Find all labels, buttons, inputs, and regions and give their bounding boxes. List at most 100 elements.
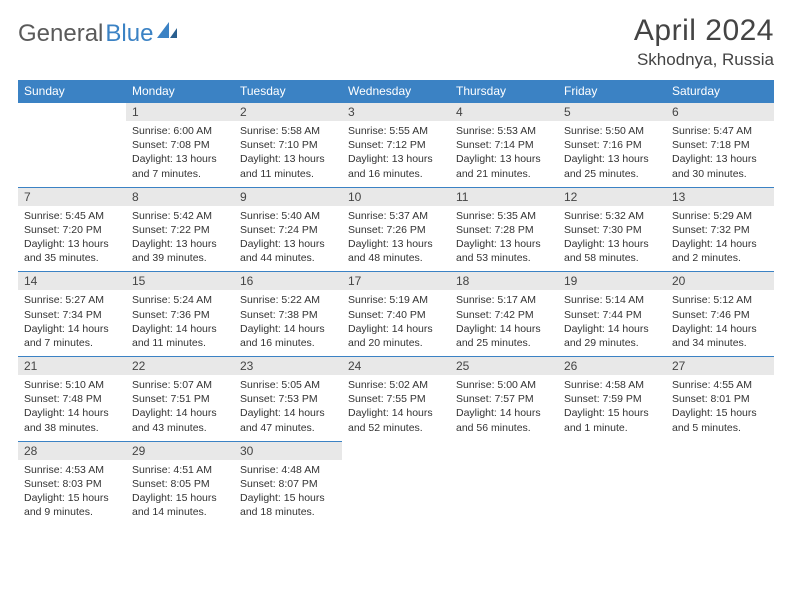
daylight-text-1: Daylight: 13 hours (240, 237, 336, 251)
daylight-text-2: and 25 minutes. (456, 336, 552, 350)
day-number: 7 (18, 188, 126, 206)
daylight-text-2: and 20 minutes. (348, 336, 444, 350)
sunrise-text: Sunrise: 5:53 AM (456, 124, 552, 138)
sunset-text: Sunset: 7:20 PM (24, 223, 120, 237)
logo-part1: General (18, 20, 103, 48)
daylight-text-2: and 43 minutes. (132, 421, 228, 435)
sunset-text: Sunset: 8:07 PM (240, 477, 336, 491)
title-block: April 2024 Skhodnya, Russia (634, 14, 774, 70)
day-number: 21 (18, 357, 126, 375)
day-cell: 11 Sunrise: 5:35 AMSunset: 7:28 PMDayligh… (450, 187, 558, 272)
day-cell: 27Sunrise: 4:55 AMSunset: 8:01 PMDayligh… (666, 357, 774, 442)
sunset-text: Sunset: 7:28 PM (456, 223, 552, 237)
sunrise-text: Sunrise: 5:12 AM (672, 293, 768, 307)
daylight-text-1: Daylight: 14 hours (456, 322, 552, 336)
day-info: Sunrise: 4:51 AMSunset: 8:05 PMDaylight:… (126, 460, 234, 526)
day-cell: 21Sunrise: 5:10 AMSunset: 7:48 PMDayligh… (18, 357, 126, 442)
daylight-text-2: and 29 minutes. (564, 336, 660, 350)
daylight-text-1: Daylight: 13 hours (456, 237, 552, 251)
day-number: 27 (666, 357, 774, 375)
empty-daynum (450, 441, 558, 463)
daylight-text-2: and 39 minutes. (132, 251, 228, 265)
day-header-row: SundayMondayTuesdayWednesdayThursdayFrid… (18, 80, 774, 103)
daylight-text-1: Daylight: 13 hours (24, 237, 120, 251)
sunrise-text: Sunrise: 5:55 AM (348, 124, 444, 138)
day-number: 6 (666, 103, 774, 121)
week-row: 28Sunrise: 4:53 AMSunset: 8:03 PMDayligh… (18, 441, 774, 525)
week-row: 1Sunrise: 6:00 AMSunset: 7:08 PMDaylight… (18, 103, 774, 188)
empty-info (450, 463, 558, 521)
empty-daynum (666, 441, 774, 463)
daylight-text-2: and 7 minutes. (24, 336, 120, 350)
sunset-text: Sunset: 7:12 PM (348, 138, 444, 152)
day-cell: 15Sunrise: 5:24 AMSunset: 7:36 PMDayligh… (126, 272, 234, 357)
day-cell: 4Sunrise: 5:53 AMSunset: 7:14 PMDaylight… (450, 103, 558, 188)
sunset-text: Sunset: 7:36 PM (132, 308, 228, 322)
daylight-text-1: Daylight: 14 hours (24, 322, 120, 336)
daylight-text-1: Daylight: 15 hours (672, 406, 768, 420)
day-number: 15 (126, 272, 234, 290)
day-cell: 28Sunrise: 4:53 AMSunset: 8:03 PMDayligh… (18, 441, 126, 525)
day-info: Sunrise: 5:40 AMSunset: 7:24 PMDaylight:… (234, 206, 342, 272)
daylight-text-2: and 16 minutes. (240, 336, 336, 350)
day-header-friday: Friday (558, 80, 666, 103)
day-number: 20 (666, 272, 774, 290)
daylight-text-1: Daylight: 13 hours (132, 152, 228, 166)
empty-cell (558, 441, 666, 525)
sunrise-text: Sunrise: 5:02 AM (348, 378, 444, 392)
daylight-text-2: and 18 minutes. (240, 505, 336, 519)
day-info: Sunrise: 5:45 AMSunset: 7:20 PMDaylight:… (18, 206, 126, 272)
daylight-text-2: and 9 minutes. (24, 505, 120, 519)
week-row: 14Sunrise: 5:27 AMSunset: 7:34 PMDayligh… (18, 272, 774, 357)
day-cell: 23Sunrise: 5:05 AMSunset: 7:53 PMDayligh… (234, 357, 342, 442)
day-number: 11 (450, 188, 558, 206)
sunrise-text: Sunrise: 5:42 AM (132, 209, 228, 223)
sunrise-text: Sunrise: 5:32 AM (564, 209, 660, 223)
day-cell: 14Sunrise: 5:27 AMSunset: 7:34 PMDayligh… (18, 272, 126, 357)
sunrise-text: Sunrise: 5:07 AM (132, 378, 228, 392)
daylight-text-2: and 21 minutes. (456, 167, 552, 181)
sunset-text: Sunset: 7:40 PM (348, 308, 444, 322)
sunset-text: Sunset: 7:51 PM (132, 392, 228, 406)
day-info: Sunrise: 6:00 AMSunset: 7:08 PMDaylight:… (126, 121, 234, 187)
day-header-saturday: Saturday (666, 80, 774, 103)
month-title: April 2024 (634, 14, 774, 48)
location: Skhodnya, Russia (634, 50, 774, 70)
daylight-text-1: Daylight: 14 hours (348, 322, 444, 336)
daylight-text-1: Daylight: 15 hours (132, 491, 228, 505)
daylight-text-1: Daylight: 13 hours (564, 237, 660, 251)
daylight-text-1: Daylight: 15 hours (24, 491, 120, 505)
day-cell: 18Sunrise: 5:17 AMSunset: 7:42 PMDayligh… (450, 272, 558, 357)
day-header-monday: Monday (126, 80, 234, 103)
day-number: 10 (342, 188, 450, 206)
sunset-text: Sunset: 7:34 PM (24, 308, 120, 322)
sunrise-text: Sunrise: 5:29 AM (672, 209, 768, 223)
day-number: 24 (342, 357, 450, 375)
day-info: Sunrise: 4:48 AMSunset: 8:07 PMDaylight:… (234, 460, 342, 526)
day-info: Sunrise: 5:32 AMSunset: 7:30 PMDaylight:… (558, 206, 666, 272)
day-info: Sunrise: 5:14 AMSunset: 7:44 PMDaylight:… (558, 290, 666, 356)
daylight-text-1: Daylight: 14 hours (564, 322, 660, 336)
daylight-text-2: and 47 minutes. (240, 421, 336, 435)
day-info: Sunrise: 4:58 AMSunset: 7:59 PMDaylight:… (558, 375, 666, 441)
day-info: Sunrise: 5:10 AMSunset: 7:48 PMDaylight:… (18, 375, 126, 441)
daylight-text-1: Daylight: 14 hours (672, 237, 768, 251)
sunrise-text: Sunrise: 5:19 AM (348, 293, 444, 307)
day-cell: 1Sunrise: 6:00 AMSunset: 7:08 PMDaylight… (126, 103, 234, 188)
day-info: Sunrise: 5:37 AMSunset: 7:26 PMDaylight:… (342, 206, 450, 272)
sunrise-text: Sunrise: 5:47 AM (672, 124, 768, 138)
daylight-text-1: Daylight: 13 hours (348, 237, 444, 251)
sunrise-text: Sunrise: 5:35 AM (456, 209, 552, 223)
day-header-sunday: Sunday (18, 80, 126, 103)
daylight-text-1: Daylight: 13 hours (672, 152, 768, 166)
daylight-text-1: Daylight: 14 hours (348, 406, 444, 420)
day-number: 28 (18, 442, 126, 460)
logo-sail-icon (157, 22, 177, 38)
day-info: Sunrise: 5:07 AMSunset: 7:51 PMDaylight:… (126, 375, 234, 441)
week-row: 21Sunrise: 5:10 AMSunset: 7:48 PMDayligh… (18, 357, 774, 442)
day-cell: 16Sunrise: 5:22 AMSunset: 7:38 PMDayligh… (234, 272, 342, 357)
empty-info (18, 125, 126, 183)
daylight-text-2: and 44 minutes. (240, 251, 336, 265)
day-number: 13 (666, 188, 774, 206)
daylight-text-1: Daylight: 15 hours (564, 406, 660, 420)
